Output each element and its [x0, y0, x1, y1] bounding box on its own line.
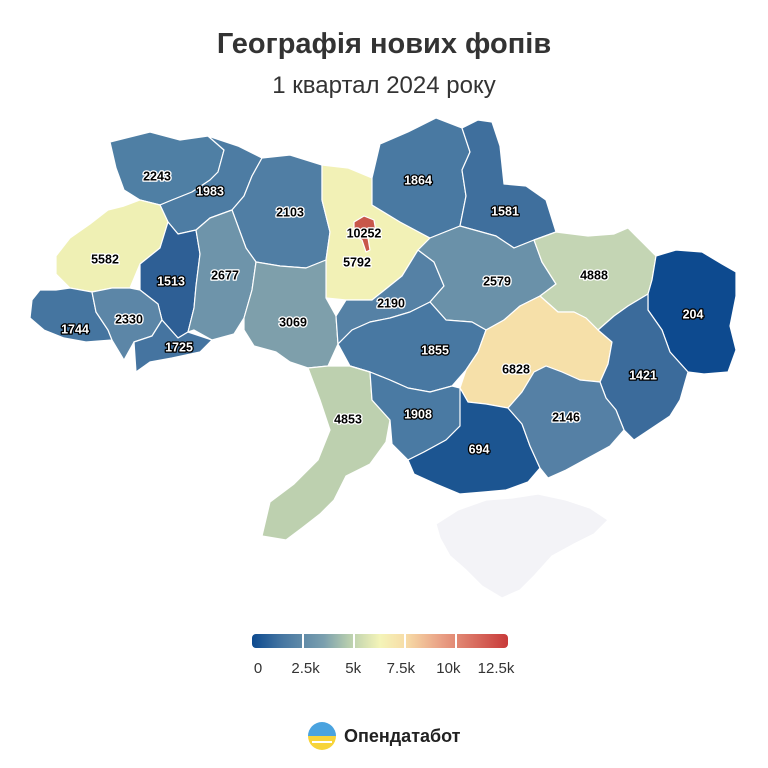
- region-value-luhansk: 204: [683, 307, 704, 321]
- region-value-mykolaiv: 1908: [404, 407, 432, 421]
- region-value-rivne: 1983: [196, 184, 224, 198]
- legend-tick-label: 7.5k: [386, 660, 415, 677]
- region-crimea: [435, 493, 609, 599]
- region-value-chernihiv: 1864: [404, 173, 432, 187]
- legend-tick-label: 5k: [345, 660, 362, 677]
- legend-separator: [353, 634, 355, 648]
- region-value-kharkiv: 4888: [580, 268, 608, 282]
- legend-tick-label: 0: [253, 660, 263, 677]
- region-value-donetsk: 1421: [629, 368, 657, 382]
- legend-tick-label: 12.5k: [477, 660, 515, 677]
- region-value-zaporizhzhia: 2146: [552, 410, 580, 424]
- brand-name: Опендатабот: [344, 725, 461, 746]
- map-subtitle: 1 квартал 2024 року: [272, 72, 496, 99]
- region-value-vinnytsia: 3069: [279, 315, 307, 329]
- region-value-dnipropetrovsk: 6828: [502, 362, 530, 376]
- region-kherson: [407, 387, 541, 495]
- region-chernivtsi: [133, 319, 213, 373]
- region-value-cherkasy: 2190: [377, 296, 405, 310]
- region-value-volyn: 2243: [143, 169, 171, 183]
- region-value-ternopil: 1513: [157, 274, 185, 288]
- legend-separator: [404, 634, 406, 648]
- region-value-kherson: 694: [469, 442, 490, 456]
- region-value-ivano-frankivsk: 2330: [115, 312, 143, 326]
- map-title: Географія нових фопів: [216, 28, 552, 60]
- legend-separator: [455, 634, 457, 648]
- region-value-odesa: 4853: [334, 412, 362, 426]
- region-value-zakarpattia: 1744: [61, 322, 89, 336]
- region-value-kyiv-oblast: 5792: [343, 255, 371, 269]
- opendatabot-logo-icon: [308, 722, 336, 750]
- region-odesa: [261, 365, 391, 541]
- region-value-khmelnytskyi: 2677: [211, 268, 239, 282]
- legend-tick-label: 2.5k: [291, 660, 320, 677]
- color-scale-bar: [252, 634, 508, 648]
- region-value-chernivtsi: 1725: [165, 340, 193, 354]
- brand: Опендатабот: [308, 722, 461, 750]
- region-value-kyiv-city: 10252: [347, 226, 382, 240]
- region-zaporizhzhia: [507, 365, 625, 479]
- region-value-zhytomyr: 2103: [276, 205, 304, 219]
- region-value-sumy: 1581: [491, 204, 519, 218]
- region-value-kirovohrad: 1855: [421, 343, 449, 357]
- region-khmelnytskyi: [187, 209, 257, 341]
- legend-tick-label: 10k: [436, 660, 461, 677]
- region-value-lviv: 5582: [91, 252, 119, 266]
- region-sumy: [459, 119, 557, 249]
- region-value-poltava: 2579: [483, 274, 511, 288]
- region-kyiv-city: [353, 215, 377, 253]
- region-vinnytsia: [243, 259, 339, 369]
- legend-separator: [302, 634, 304, 648]
